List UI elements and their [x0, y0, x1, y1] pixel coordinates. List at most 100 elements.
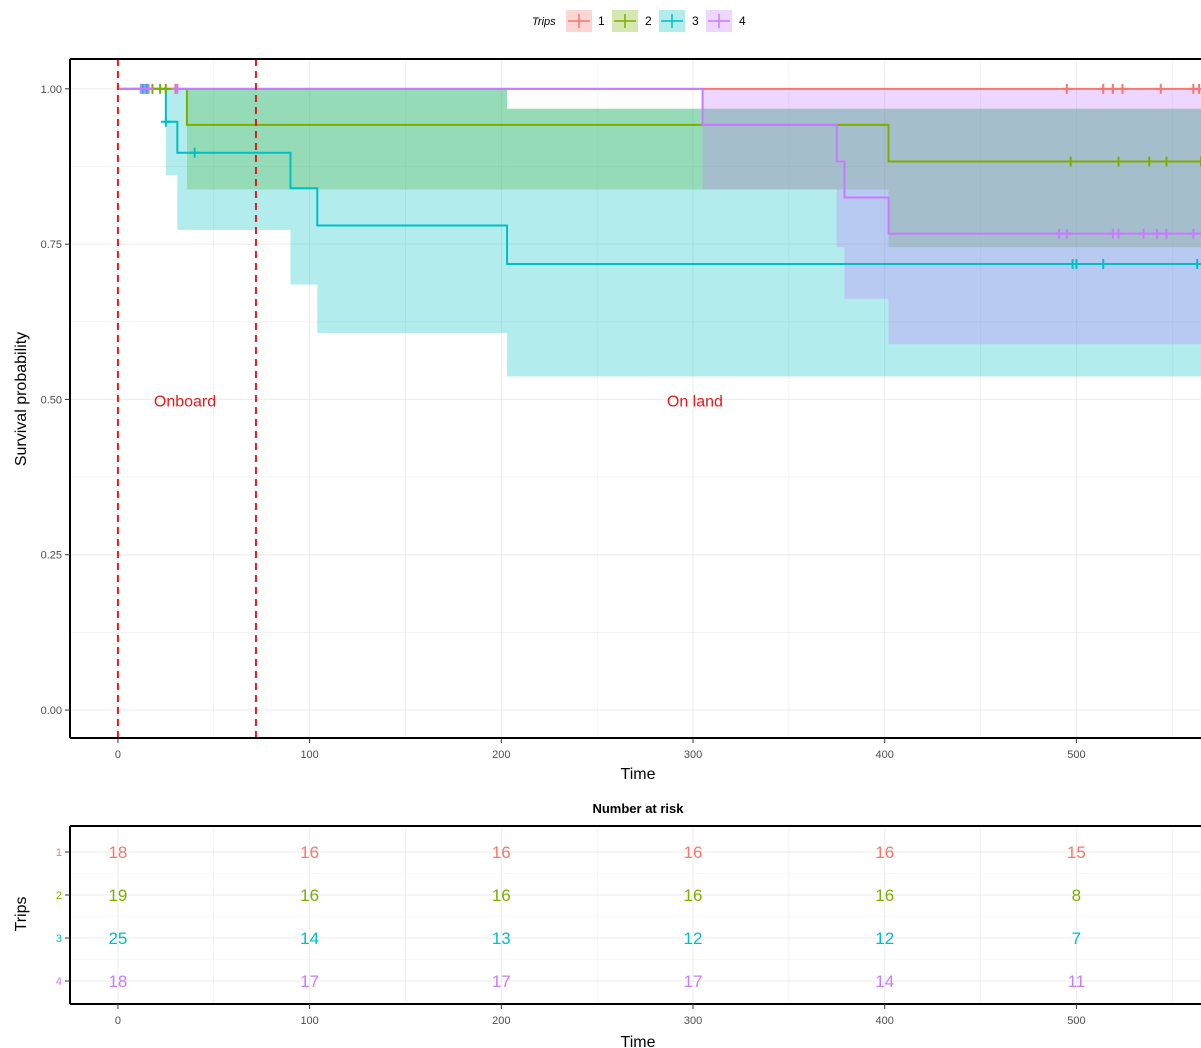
censor-mark-trip-1	[1098, 83, 1109, 94]
censor-mark-trip-2	[1113, 156, 1124, 167]
censor-mark-trip-4	[1188, 228, 1199, 239]
risk-cell-trip-4: 17	[684, 972, 703, 991]
ci-band-trip-3	[177, 88, 291, 230]
ci-band-trip-4	[844, 88, 889, 299]
risk-x-tick-label: 0	[115, 1015, 121, 1027]
survival-axes: 0 100 200 300 400 500 0.00 0.25 0.50 0.75 1.00	[41, 58, 1201, 761]
phase-annotations: Onboard On land	[154, 393, 723, 410]
legend-label-3: 3	[692, 14, 699, 28]
risk-row-label: 3	[56, 933, 62, 945]
y-tick-label: 0.25	[41, 550, 62, 562]
phase-lines	[116, 59, 257, 738]
ci-band-trip-2	[186, 88, 508, 190]
risk-y-axis-title: Trips	[13, 897, 30, 932]
censor-mark-trip-2	[1065, 156, 1076, 167]
risk-cell-trip-3: 12	[684, 929, 703, 948]
censor-mark-trip-4	[1161, 228, 1172, 239]
y-axis-title: Survival probability	[13, 332, 30, 466]
censor-mark-trip-3	[189, 147, 200, 158]
x-tick-label: 0	[115, 749, 121, 761]
risk-cell-trip-1: 16	[684, 843, 703, 862]
risk-x-tick-label: 200	[492, 1015, 510, 1027]
risk-cell-trip-2: 16	[875, 886, 894, 905]
x-tick-label: 200	[492, 749, 510, 761]
censor-mark-trip-1	[1107, 83, 1118, 94]
risk-grid	[70, 826, 1201, 1004]
risk-cell-trip-2: 19	[108, 886, 127, 905]
y-tick-label: 0.00	[41, 705, 62, 717]
y-tick-label: 0.50	[41, 394, 62, 406]
risk-cell-trip-1: 16	[875, 843, 894, 862]
ci-band-trip-4	[836, 88, 845, 248]
risk-cell-trip-2: 16	[684, 886, 703, 905]
risk-cell-trip-3: 7	[1072, 929, 1081, 948]
survival-grid	[70, 59, 1201, 738]
risk-cell-trip-4: 18	[108, 972, 127, 991]
survival-plot: Onboard On land 0 100 200 300 400 500 0.00 0.25 0…	[41, 58, 1201, 761]
risk-x-axis-title: Time	[621, 1034, 656, 1048]
risk-x-tick-label: 400	[876, 1015, 894, 1027]
ci-band-trip-4	[888, 88, 1201, 345]
risk-cell-trip-4: 17	[300, 972, 319, 991]
risk-cell-trip-4: 11	[1068, 972, 1086, 991]
x-axis-title: Time	[621, 766, 656, 783]
censor-mark-trip-4	[1138, 228, 1149, 239]
legend-key-4	[706, 10, 732, 32]
legend-key-1	[566, 10, 592, 32]
risk-cell-trip-4: 14	[875, 972, 894, 991]
legend-key-3	[659, 10, 685, 32]
censor-mark-trip-4	[1061, 228, 1072, 239]
legend-label-2: 2	[645, 14, 652, 28]
censor-mark-trip-3	[1071, 259, 1082, 270]
risk-cell-trip-3: 25	[108, 929, 127, 948]
censor-mark-trip-4	[172, 83, 183, 94]
risk-x-tick-label: 300	[684, 1015, 702, 1027]
ci-band-trip-3	[290, 88, 318, 285]
y-tick-label: 1.00	[41, 84, 62, 96]
risk-cell-trip-2: 16	[492, 886, 511, 905]
ci-band-trip-3	[317, 88, 508, 333]
risk-table-title: Number at risk	[592, 801, 684, 816]
x-tick-label: 500	[1067, 749, 1085, 761]
risk-cell-trip-1: 15	[1067, 843, 1086, 862]
x-tick-label: 400	[876, 749, 894, 761]
censor-marks	[135, 83, 1201, 270]
x-tick-label: 100	[300, 749, 318, 761]
risk-cell-trip-1: 16	[300, 843, 319, 862]
legend-title: Trips	[532, 16, 556, 28]
ci-band-trip-4	[702, 88, 837, 190]
censor-mark-trip-2	[160, 83, 171, 94]
censor-mark-trip-1	[1194, 83, 1201, 94]
risk-row-label: 1	[56, 847, 62, 859]
censor-mark-trip-2	[1144, 156, 1155, 167]
survival-curve-trip-4	[117, 87, 1201, 235]
risk-cells: 18 16 16 16 16 15 19 16 16 16 16 8 25 14 13 12 12 7 18 17 17…	[108, 843, 1085, 991]
legend: Trips 1 2 3 4	[532, 10, 746, 32]
censor-mark-trip-3	[1098, 259, 1109, 270]
risk-cell-trip-2: 16	[300, 886, 319, 905]
risk-row-label: 4	[56, 976, 62, 988]
risk-cell-trip-1: 16	[492, 843, 511, 862]
censor-mark-trip-1	[1117, 83, 1128, 94]
risk-x-tick-label: 500	[1067, 1015, 1085, 1027]
risk-cell-trip-1: 18	[108, 843, 127, 862]
x-tick-label: 300	[684, 749, 702, 761]
confidence-bands	[165, 88, 1201, 377]
ci-band-trip-3	[507, 108, 1201, 377]
legend-key-2	[612, 10, 638, 32]
censor-mark-trip-2	[1196, 156, 1201, 167]
risk-x-tick-label: 100	[300, 1015, 318, 1027]
survival-curve-trip-3	[117, 87, 1201, 266]
risk-row-label: 2	[56, 890, 62, 902]
risk-cell-trip-3: 13	[492, 929, 511, 948]
censor-mark-trip-4	[1113, 228, 1124, 239]
legend-label-1: 1	[598, 14, 605, 28]
risk-cell-trip-3: 14	[300, 929, 319, 948]
censor-mark-trip-4	[143, 83, 154, 94]
censor-mark-trip-1	[1061, 83, 1072, 94]
censor-mark-trip-3	[160, 116, 171, 127]
censor-mark-trip-1	[1155, 83, 1166, 94]
